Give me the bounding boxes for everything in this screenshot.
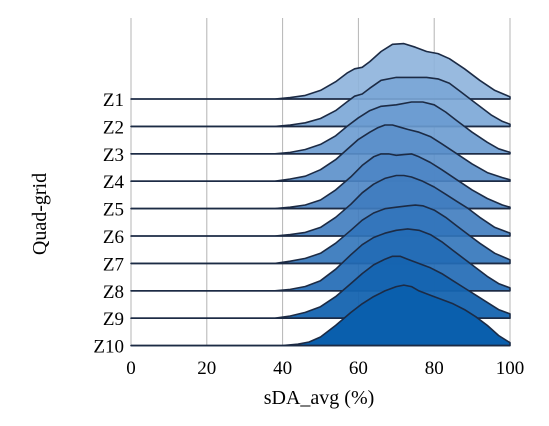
- y-tick-label: Z8: [103, 282, 124, 303]
- x-tick-label: 0: [126, 358, 136, 379]
- y-axis-label: Quad-grid: [29, 173, 51, 255]
- ridge-z10: [130, 284, 511, 347]
- y-tick-label: Z10: [93, 337, 124, 358]
- y-tick-label: Z6: [103, 227, 124, 248]
- ridges: [130, 42, 511, 347]
- y-tick-label: Z1: [103, 90, 124, 111]
- y-tick-label: Z4: [103, 172, 125, 193]
- y-tick-label: Z7: [103, 254, 124, 275]
- y-tick-label: Z9: [103, 309, 124, 330]
- x-tick-label: 80: [425, 358, 444, 379]
- y-tick-labels: Z1 Z2 Z3 Z4 Z5 Z6 Z7 Z8 Z9 Z10: [93, 90, 124, 358]
- ridge-area: [130, 284, 511, 347]
- y-tick-label: Z3: [103, 145, 124, 166]
- x-tick-label: 60: [349, 358, 368, 379]
- x-tick-labels: 0 20 40 60 80 100: [126, 358, 524, 379]
- y-tick-label: Z2: [103, 117, 124, 138]
- x-axis-label: sDA_avg (%): [264, 387, 375, 409]
- x-tick-label: 20: [197, 358, 216, 379]
- y-tick-label: Z5: [103, 200, 124, 221]
- x-tick-label: 40: [273, 358, 292, 379]
- x-tick-label: 100: [496, 358, 525, 379]
